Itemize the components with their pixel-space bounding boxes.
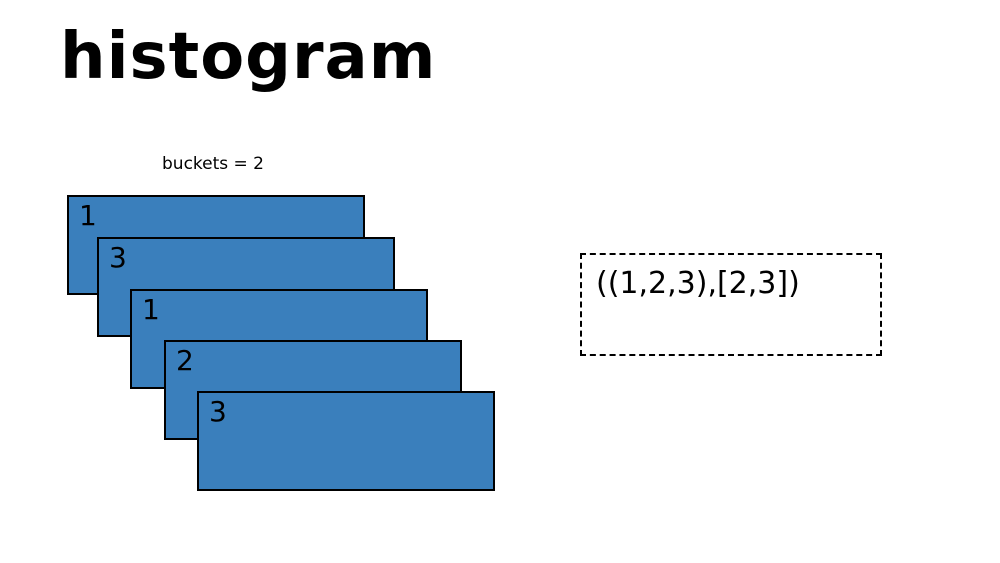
card-value: 1 bbox=[142, 293, 160, 326]
slide-title: histogram bbox=[60, 20, 437, 94]
result-text: ((1,2,3),[2,3]) bbox=[596, 266, 800, 301]
card-value: 1 bbox=[79, 199, 97, 232]
buckets-label: buckets = 2 bbox=[162, 154, 264, 174]
card-value: 3 bbox=[109, 241, 127, 274]
data-card: 3 bbox=[197, 391, 495, 491]
card-value: 3 bbox=[209, 395, 227, 428]
result-box: ((1,2,3),[2,3]) bbox=[580, 253, 882, 356]
card-value: 2 bbox=[176, 344, 194, 377]
